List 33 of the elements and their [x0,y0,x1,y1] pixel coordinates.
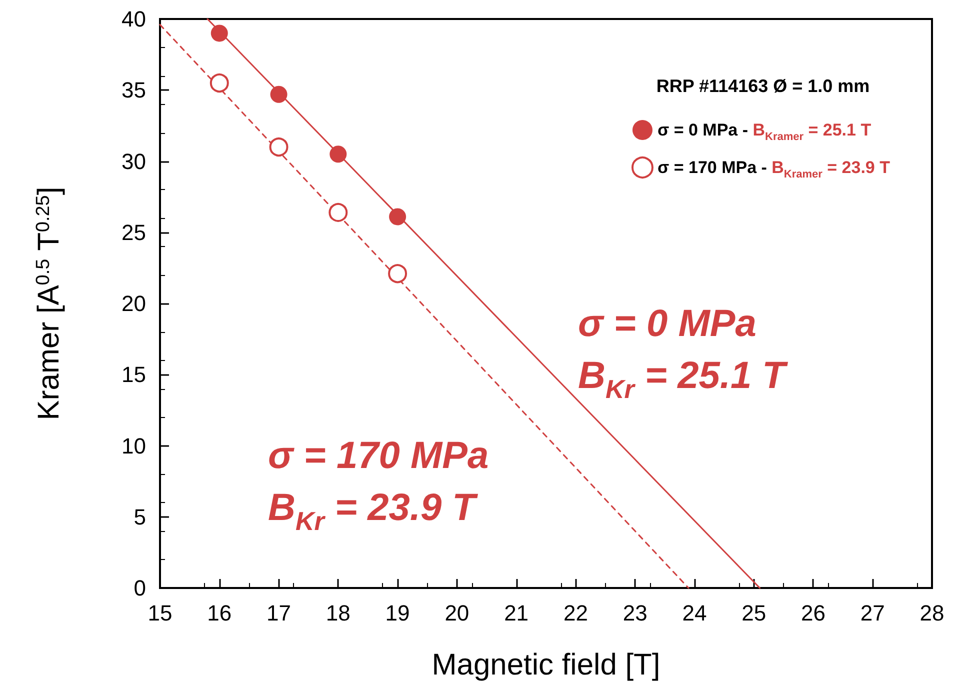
point [269,138,288,157]
y-tick-label: 30 [122,148,146,174]
point [330,146,347,163]
x-tick-label: 28 [920,600,944,626]
y-axis-title: Kramer [A0.5 T0.25] [32,186,66,420]
x-tick-label: 26 [800,600,826,626]
x-tick-label: 16 [207,600,232,626]
point [210,74,229,93]
point [270,86,288,103]
x-tick-label: 22 [563,600,588,626]
x-tick-label: 18 [326,600,350,626]
x-tick-label: 25 [742,600,766,626]
point [328,202,348,222]
x-tick-label: 17 [266,600,292,626]
y-tick-label: 10 [122,433,146,458]
x-tick-label: 24 [682,600,707,626]
x-tick-label: 23 [622,600,648,626]
y-tick-label: 0 [134,576,146,600]
x-axis-title: Magnetic field [T] [432,648,660,682]
point [389,208,406,226]
legend-title: RRP #114163 Ø = 1.0 mm [656,76,870,96]
y-tick-label: 5 [134,504,146,530]
x-tick-label: 20 [444,600,470,626]
point [388,264,408,284]
x-tick-label: 19 [385,600,410,626]
y-tick-label: 25 [122,220,146,245]
x-tick-label: 21 [504,600,529,626]
y-tick-label: 15 [122,362,146,388]
y-tick-label: 35 [122,78,146,103]
y-tick-label: 40 [122,6,146,32]
y-tick-label: 20 [122,291,146,316]
x-tick-label: 27 [860,600,885,626]
point [210,24,228,42]
